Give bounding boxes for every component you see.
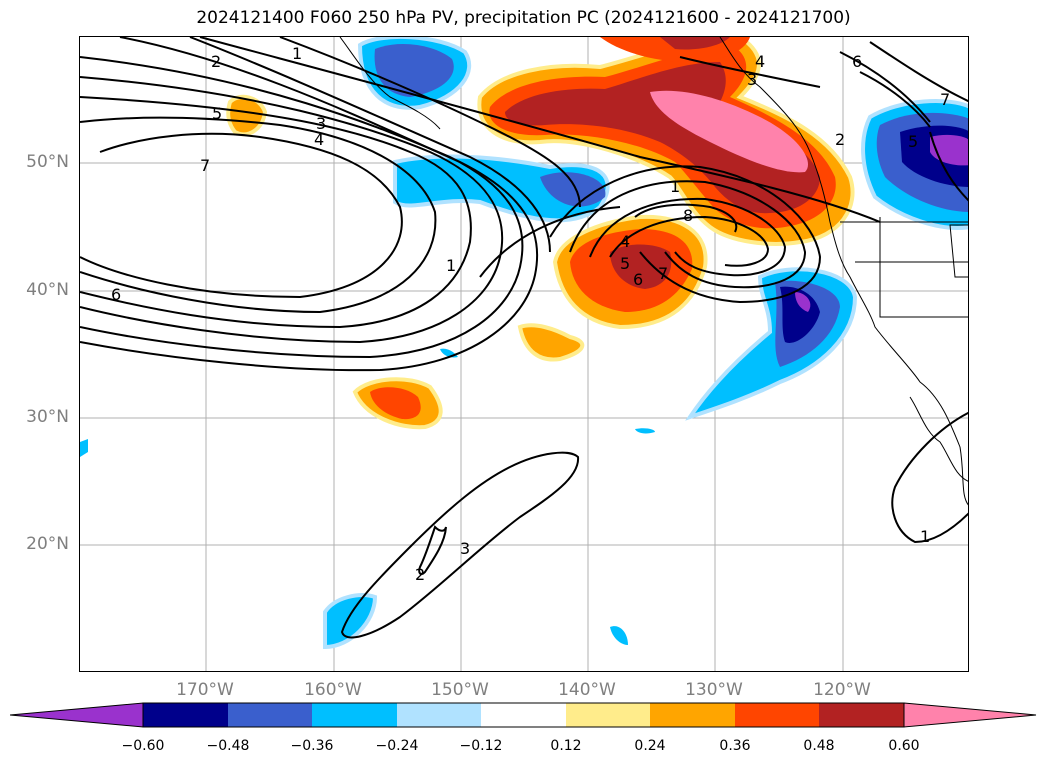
contour-label: 3 [747, 70, 757, 89]
coastlines [339, 37, 968, 506]
colorbar-tick: 0.12 [550, 738, 582, 754]
colorbar-tick: −0.48 [206, 738, 250, 754]
contour-label: 2 [211, 52, 221, 71]
colorbar-segment [819, 703, 904, 727]
colorbar-segment [481, 703, 566, 727]
colorbar-extend-high [903, 702, 1037, 728]
contour-label: 4 [755, 52, 765, 71]
colorbar-segment [397, 703, 481, 727]
lon-label-150w: 150°W [431, 680, 489, 700]
contour-label: 1 [670, 177, 680, 196]
contour-label: 1 [920, 527, 930, 546]
contour-label: 5 [620, 254, 630, 273]
lon-label-160w: 160°W [304, 680, 362, 700]
colorbar-segment [566, 703, 650, 727]
colorbar-tick: 0.48 [803, 738, 835, 754]
contour-label: 8 [683, 206, 693, 225]
contour-label: 1 [446, 256, 456, 275]
contour-label: 6 [852, 52, 862, 71]
lon-label-170w: 170°W [176, 680, 234, 700]
graticule [80, 37, 968, 671]
lat-label-50n: 50°N [26, 152, 69, 172]
lat-label-30n: 30°N [26, 407, 69, 427]
colorbar-tick: 0.24 [634, 738, 666, 754]
colorbar-segment [650, 703, 735, 727]
contour-label: 6 [633, 270, 643, 289]
colorbar-segment [143, 703, 228, 727]
contour-label: 4 [620, 232, 630, 251]
pv-contours [80, 37, 968, 639]
colorbar [10, 702, 1037, 728]
contour-label: 6 [111, 285, 121, 304]
map-panel: 1 2 3 4 5 6 7 8 1 2 3 4 5 6 7 1 1 2 6 4 … [79, 36, 969, 672]
colorbar-outline [142, 702, 905, 728]
colorbar-segment [735, 703, 819, 727]
contour-label: 7 [940, 90, 950, 109]
contour-label: 7 [658, 264, 668, 283]
colorbar-tick: −0.12 [459, 738, 503, 754]
colorbar-tick: 0.36 [719, 738, 751, 754]
lon-label-130w: 130°W [685, 680, 743, 700]
map-canvas: 1 2 3 4 5 6 7 8 1 2 3 4 5 6 7 1 1 2 6 4 … [80, 37, 968, 671]
lon-label-140w: 140°W [558, 680, 616, 700]
colorbar-segment [228, 703, 312, 727]
contour-label: 2 [415, 565, 425, 584]
contour-label: 5 [212, 104, 222, 123]
contour-label: 7 [200, 156, 210, 175]
contour-labels: 1 2 3 4 5 6 7 8 1 2 3 4 5 6 7 1 1 2 6 4 … [111, 44, 950, 584]
contour-label: 3 [316, 114, 326, 133]
contour-label: 2 [835, 130, 845, 149]
lat-label-20n: 20°N [26, 534, 69, 554]
colorbar-extend-low [10, 702, 144, 728]
colorbar-tick: −0.36 [290, 738, 334, 754]
colorbar-tick: −0.24 [375, 738, 419, 754]
contour-label: 5 [908, 132, 918, 151]
map-title: 2024121400 F060 250 hPa PV, precipitatio… [196, 8, 851, 28]
colorbar-segment [312, 703, 397, 727]
lon-label-120w: 120°W [813, 680, 871, 700]
colorbar-tick: 0.60 [888, 738, 920, 754]
contour-label: 4 [314, 130, 324, 149]
contour-label: 3 [460, 539, 470, 558]
contour-label: 1 [292, 44, 302, 63]
lat-label-40n: 40°N [26, 280, 69, 300]
colorbar-tick: −0.60 [121, 738, 165, 754]
